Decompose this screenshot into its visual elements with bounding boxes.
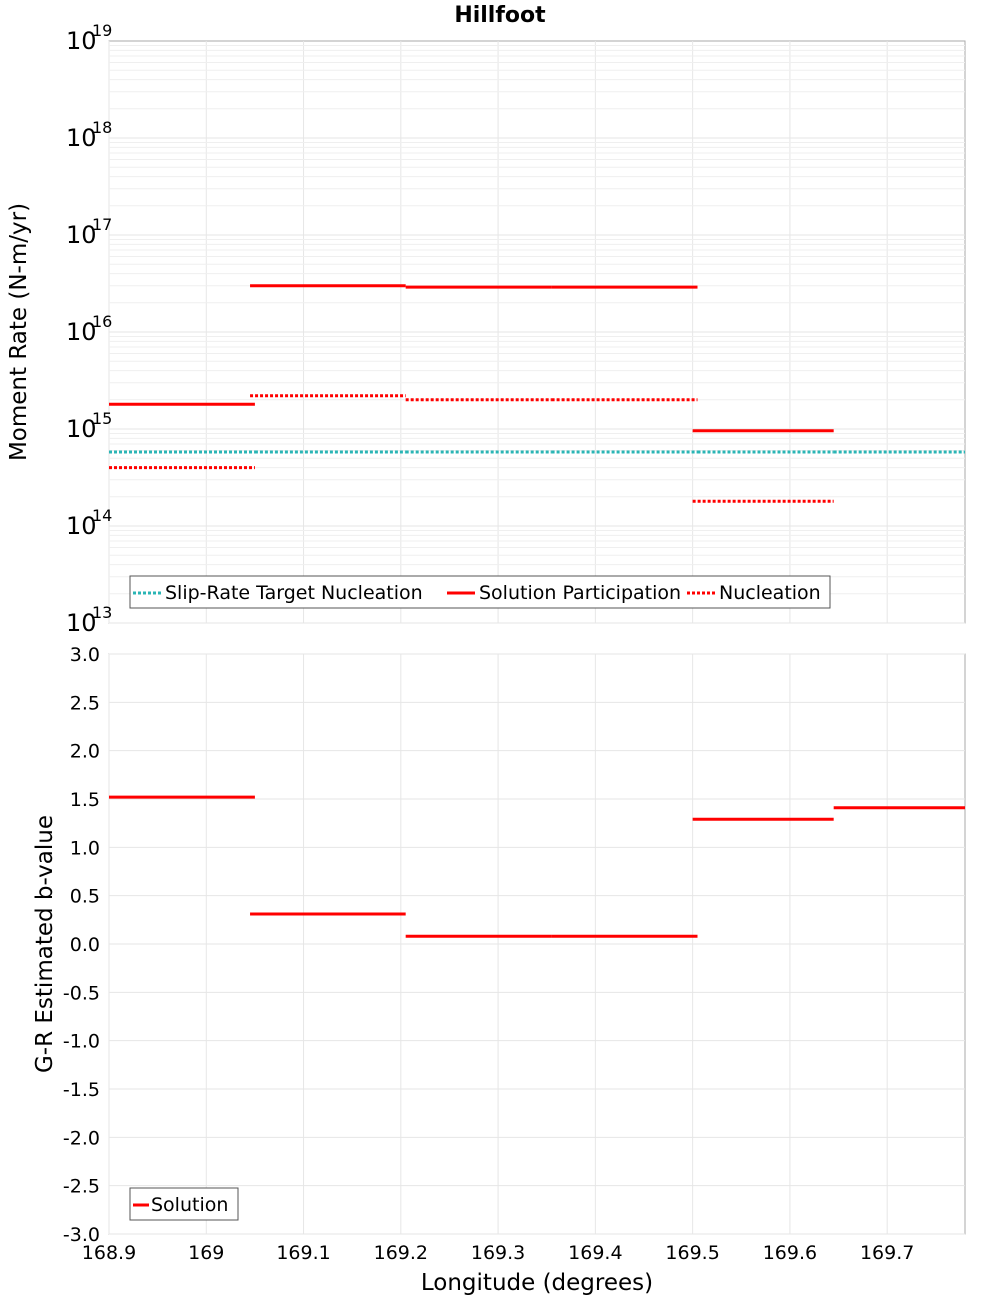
b-value-y-tick-label: 0.0	[70, 934, 100, 956]
moment-rate-y-tick-exponent: 19	[92, 21, 112, 40]
b-value-grid	[108, 653, 965, 1235]
b-value-legend: Solution	[129, 1187, 239, 1221]
moment-rate-y-tick-label: 10	[66, 318, 97, 346]
x-tick-label: 169.5	[665, 1242, 719, 1264]
x-tick-label: 169.2	[374, 1242, 428, 1264]
legend-label: Solution Participation	[479, 582, 681, 604]
b-value-y-ticks: -3.0 -2.5 -2.0 -1.5 -1.0 -0.5 0.0 0.5 1.0 1.5 2.0 2…	[63, 644, 100, 1246]
b-value-panel: -3.0 -2.5 -2.0 -1.5 -1.0 -0.5 0.0 0.5 1.0 1.5 2.0 2…	[32, 644, 966, 1296]
b-value-y-tick-label: -2.5	[63, 1176, 100, 1198]
x-tick-label: 169.4	[568, 1242, 622, 1264]
x-tick-label: 169.7	[860, 1242, 914, 1264]
legend-label: Solution	[151, 1194, 228, 1216]
moment-rate-y-tick-exponent: 17	[92, 215, 112, 234]
moment-rate-y-tick-label: 10	[66, 221, 97, 249]
moment-rate-y-tick-exponent: 15	[92, 409, 112, 428]
b-value-series	[109, 795, 965, 938]
b-value-y-tick-label: 2.5	[70, 692, 100, 714]
legend-label: Nucleation	[719, 582, 821, 604]
legend-label: Slip-Rate Target Nucleation	[165, 582, 423, 604]
moment-rate-y-tick-label: 10	[66, 512, 97, 540]
b-value-y-tick-label: 0.5	[70, 886, 100, 908]
x-axis-label: Longitude (degrees)	[421, 1270, 653, 1296]
b-value-y-tick-label: -0.5	[63, 982, 100, 1004]
b-value-x-ticks: 168.9 169 169.1 169.2 169.3 169.4 169.5 169.6 16…	[82, 1242, 915, 1264]
series-solution	[109, 795, 965, 938]
b-value-y-tick-label: 3.0	[70, 644, 100, 666]
x-tick-label: 169.1	[276, 1242, 330, 1264]
b-value-y-tick-label: -1.0	[63, 1031, 100, 1053]
x-tick-label: 169.3	[471, 1242, 525, 1264]
moment-rate-y-tick-exponent: 14	[92, 506, 112, 525]
b-value-y-tick-label: 1.5	[70, 789, 100, 811]
moment-rate-y-tick-exponent: 13	[92, 603, 112, 622]
b-value-y-tick-label: -3.0	[63, 1224, 100, 1246]
b-value-y-tick-label: 1.0	[70, 837, 100, 859]
x-tick-label: 168.9	[82, 1242, 136, 1264]
b-value-y-tick-label: -2.0	[63, 1127, 100, 1149]
moment-rate-y-axis-label: Moment Rate (N-m/yr)	[6, 203, 32, 461]
series-nucleation	[109, 394, 834, 503]
moment-rate-y-tick-label: 10	[66, 27, 97, 55]
b-value-y-tick-label: -1.5	[63, 1079, 100, 1101]
chart-title: Hillfoot	[454, 3, 546, 28]
moment-rate-y-tick-exponent: 16	[92, 312, 112, 331]
moment-rate-legend: Slip-Rate Target Nucleation Solution Part…	[129, 575, 831, 609]
moment-rate-series	[109, 284, 965, 503]
b-value-y-axis-label: G-R Estimated b-value	[32, 815, 58, 1073]
moment-rate-y-tick-label: 10	[66, 124, 97, 152]
series-solution-participation	[109, 284, 834, 433]
x-tick-label: 169.6	[763, 1242, 817, 1264]
moment-rate-y-tick-exponent: 18	[92, 118, 112, 137]
x-tick-label: 169	[188, 1242, 224, 1264]
moment-rate-y-tick-label: 10	[66, 609, 97, 637]
moment-rate-grid	[108, 41, 965, 624]
b-value-y-tick-label: 2.0	[70, 741, 100, 763]
moment-rate-y-tick-label: 10	[66, 415, 97, 443]
